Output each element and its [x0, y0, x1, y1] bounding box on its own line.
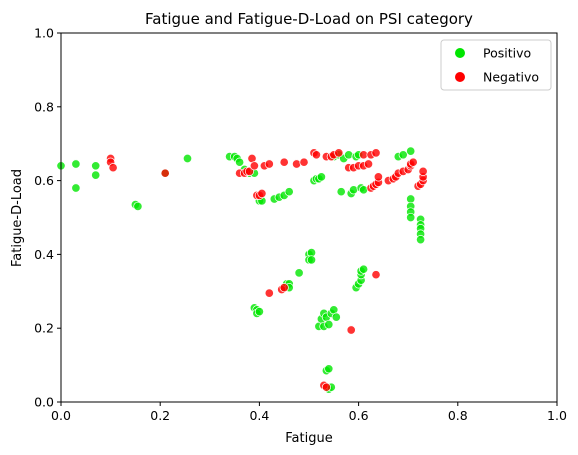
- point-positivo-71: [398, 150, 408, 160]
- point-positivo-81: [416, 235, 426, 245]
- point-negativo-19: [292, 159, 302, 169]
- point-negativo-52: [408, 157, 418, 167]
- point-negativo-22: [311, 150, 321, 160]
- x-tick-label: 0.6: [349, 408, 369, 423]
- point-positivo-25: [284, 187, 294, 197]
- point-negativo-37: [371, 148, 381, 158]
- point-negativo-17: [279, 283, 289, 293]
- y-tick-label: 0.0: [34, 395, 54, 410]
- point-negativo-20: [299, 157, 309, 167]
- point-positivo-47: [331, 312, 341, 322]
- point-negativo-28: [321, 382, 331, 392]
- y-tick-label: 0.2: [34, 321, 54, 336]
- point-negativo-9: [249, 161, 259, 171]
- point-negativo-29: [346, 325, 356, 335]
- point-positivo-8: [182, 153, 193, 164]
- point-positivo-49: [324, 364, 334, 374]
- point-negativo-26: [334, 148, 344, 158]
- point-positivo-57: [344, 150, 354, 160]
- y-tick-label: 0.4: [34, 247, 54, 262]
- y-tick-label: 0.6: [34, 173, 54, 188]
- chart-title: Fatigue and Fatigue-D-Load on PSI catego…: [145, 10, 473, 28]
- point-negativo-3: [160, 168, 170, 178]
- point-positivo-38: [316, 172, 326, 182]
- point-negativo-15: [264, 288, 274, 298]
- point-negativo-57: [418, 166, 428, 176]
- point-positivo-34: [306, 255, 317, 265]
- point-positivo-55: [336, 187, 346, 197]
- x-tick-label: 0.0: [51, 408, 71, 423]
- y-axis: 0.0 0.2 0.4 0.6 0.8 1.0: [34, 26, 61, 410]
- x-tick-label: 0.8: [448, 408, 468, 423]
- point-positivo-2: [71, 183, 81, 193]
- point-negativo-42: [373, 172, 383, 182]
- legend-label-negativo: Negativo: [483, 70, 539, 85]
- legend-label-positivo: Positivo: [483, 46, 531, 61]
- point-positivo-72: [406, 146, 416, 156]
- point-negativo-18: [279, 157, 289, 167]
- y-axis-label: Fatigue-D-Load: [10, 169, 25, 267]
- x-axis-label: Fatigue: [285, 431, 332, 446]
- point-positivo-76: [406, 212, 416, 223]
- y-tick-label: 0.8: [34, 99, 54, 114]
- x-tick-label: 1.0: [547, 408, 567, 423]
- point-positivo-69: [359, 185, 369, 195]
- legend-marker-negativo: [455, 72, 465, 82]
- x-axis: 0.0 0.2 0.4 0.6 0.8 1.0: [51, 402, 567, 423]
- point-positivo-3: [91, 161, 101, 171]
- x-tick-label: 0.2: [150, 408, 170, 423]
- point-positivo-12: [235, 157, 245, 167]
- legend-box: [440, 39, 552, 91]
- points-layer: [56, 146, 428, 394]
- point-negativo-12: [257, 188, 267, 199]
- legend-marker-positivo: [455, 48, 465, 58]
- point-positivo-4: [91, 170, 101, 180]
- point-negativo-2: [108, 163, 118, 173]
- point-negativo-43: [371, 270, 381, 280]
- point-positivo-21: [254, 307, 264, 317]
- point-positivo-67: [359, 264, 369, 274]
- point-negativo-34: [363, 159, 374, 169]
- point-positivo-30: [294, 268, 304, 278]
- point-positivo-1: [71, 159, 81, 169]
- legend: Positivo Negativo: [440, 39, 552, 91]
- point-negativo-14: [264, 159, 274, 169]
- point-positivo-6: [133, 201, 143, 211]
- point-positivo-59: [349, 185, 359, 195]
- plot-frame: [60, 32, 558, 403]
- x-tick-label: 0.4: [249, 408, 269, 423]
- point-positivo-44: [324, 319, 334, 330]
- y-tick-label: 1.0: [34, 26, 54, 41]
